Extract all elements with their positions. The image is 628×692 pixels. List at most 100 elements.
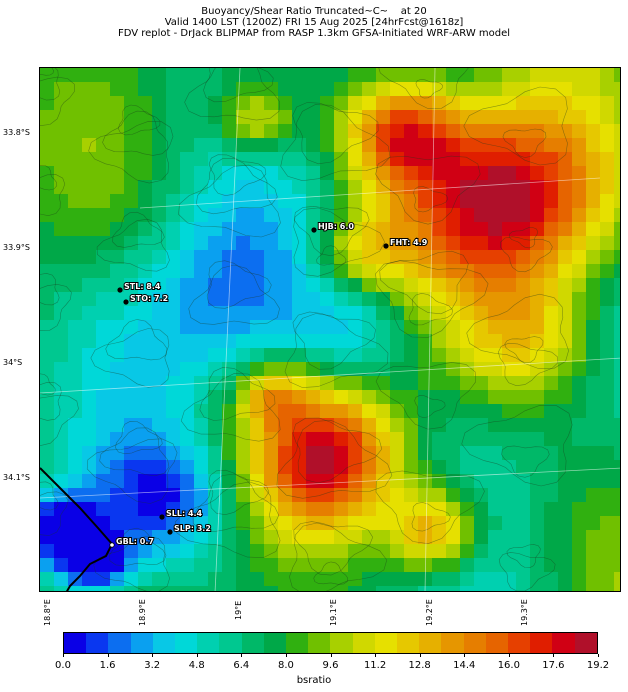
grid-cell — [250, 306, 265, 321]
grid-cell — [306, 236, 321, 251]
grid-cell — [572, 180, 587, 195]
grid-cell — [418, 180, 433, 195]
grid-cell — [320, 376, 335, 391]
grid-cell — [418, 82, 433, 97]
grid-cell — [600, 390, 615, 405]
grid-cell — [306, 138, 321, 153]
grid-cell — [586, 194, 601, 209]
grid-cell — [488, 306, 503, 321]
grid-cell — [264, 208, 279, 223]
grid-cell — [586, 572, 601, 587]
grid-cell — [376, 250, 391, 265]
grid-cell — [222, 110, 237, 125]
grid-cell — [404, 138, 419, 153]
grid-cell — [474, 236, 489, 251]
lat-label-33-8: 33.8°S — [3, 128, 30, 137]
grid-cell — [264, 390, 279, 405]
grid-cell — [502, 278, 517, 293]
grid-cell — [544, 572, 559, 587]
grid-cell — [180, 334, 195, 349]
grid-cell — [292, 334, 307, 349]
contour-line — [414, 395, 446, 419]
grid-cell — [166, 502, 181, 517]
grid-cell — [362, 502, 377, 517]
grid-cell — [600, 152, 615, 167]
grid-cell — [474, 68, 489, 83]
grid-cell — [54, 306, 69, 321]
grid-cell — [292, 376, 307, 391]
grid-cell — [264, 110, 279, 125]
grid-cell — [82, 138, 97, 153]
grid-cell — [180, 180, 195, 195]
grid-cell — [278, 404, 293, 419]
grid-cell — [320, 362, 335, 377]
grid-cell — [614, 516, 620, 531]
grid-cell — [614, 236, 620, 251]
grid-cell — [530, 334, 545, 349]
station-dot[interactable] — [159, 514, 165, 520]
grid-cell — [222, 96, 237, 111]
grid-cell — [166, 334, 181, 349]
grid-cell — [124, 250, 139, 265]
station-dot[interactable] — [117, 287, 123, 293]
grid-cell — [166, 124, 181, 139]
grid-cell — [222, 264, 237, 279]
grid-cell — [264, 278, 279, 293]
grid-cell — [278, 320, 293, 335]
grid-cell — [278, 264, 293, 279]
station-dot[interactable] — [383, 243, 389, 249]
grid-cell — [180, 292, 195, 307]
grid-cell — [334, 124, 349, 139]
grid-cell — [558, 138, 573, 153]
grid-cell — [96, 572, 111, 587]
grid-cell — [600, 68, 615, 83]
grid-cell — [40, 544, 55, 559]
grid-cell — [306, 320, 321, 335]
grid-cell — [166, 474, 181, 489]
station-dot[interactable] — [109, 542, 115, 548]
grid-cell — [530, 376, 545, 391]
grid-cell — [110, 516, 125, 531]
station-dot[interactable] — [123, 299, 129, 305]
grid-cell — [68, 572, 83, 587]
grid-cell — [110, 82, 125, 97]
grid-cell — [572, 306, 587, 321]
grid-cell — [334, 488, 349, 503]
grid-cell — [264, 152, 279, 167]
grid-cell — [222, 516, 237, 531]
grid-cell — [306, 432, 321, 447]
grid-cell — [446, 152, 461, 167]
grid-cell — [404, 194, 419, 209]
grid-cell — [152, 166, 167, 181]
grid-cell — [138, 292, 153, 307]
grid-cell — [348, 390, 363, 405]
grid-cell — [614, 460, 620, 475]
grid-cell — [488, 334, 503, 349]
grid-cell — [376, 166, 391, 181]
grid-cell — [530, 292, 545, 307]
grid-cell — [474, 166, 489, 181]
station-dot[interactable] — [167, 529, 173, 535]
grid-cell — [600, 82, 615, 97]
grid-cell — [516, 292, 531, 307]
grid-cell — [474, 530, 489, 545]
grid-cell — [432, 320, 447, 335]
grid-cell — [82, 502, 97, 517]
grid-cell — [278, 278, 293, 293]
grid-cell — [460, 82, 475, 97]
grid-cell — [614, 558, 620, 573]
grid-cell — [152, 404, 167, 419]
grid-cell — [530, 68, 545, 83]
grid-cell — [446, 138, 461, 153]
station-dot[interactable] — [311, 227, 317, 233]
contour-line — [463, 86, 568, 166]
grid-cell — [222, 320, 237, 335]
grid-cell — [348, 362, 363, 377]
map-panel[interactable]: HJB: 6.0 FHT: 4.9 STL: 8.4 STO: 7.2 SLL: 4.4… — [39, 67, 621, 592]
grid-cell — [152, 460, 167, 475]
grid-cell — [390, 264, 405, 279]
grid-cell — [180, 404, 195, 419]
grid-cell — [558, 82, 573, 97]
grid-cell — [96, 96, 111, 111]
grid-cell — [390, 446, 405, 461]
